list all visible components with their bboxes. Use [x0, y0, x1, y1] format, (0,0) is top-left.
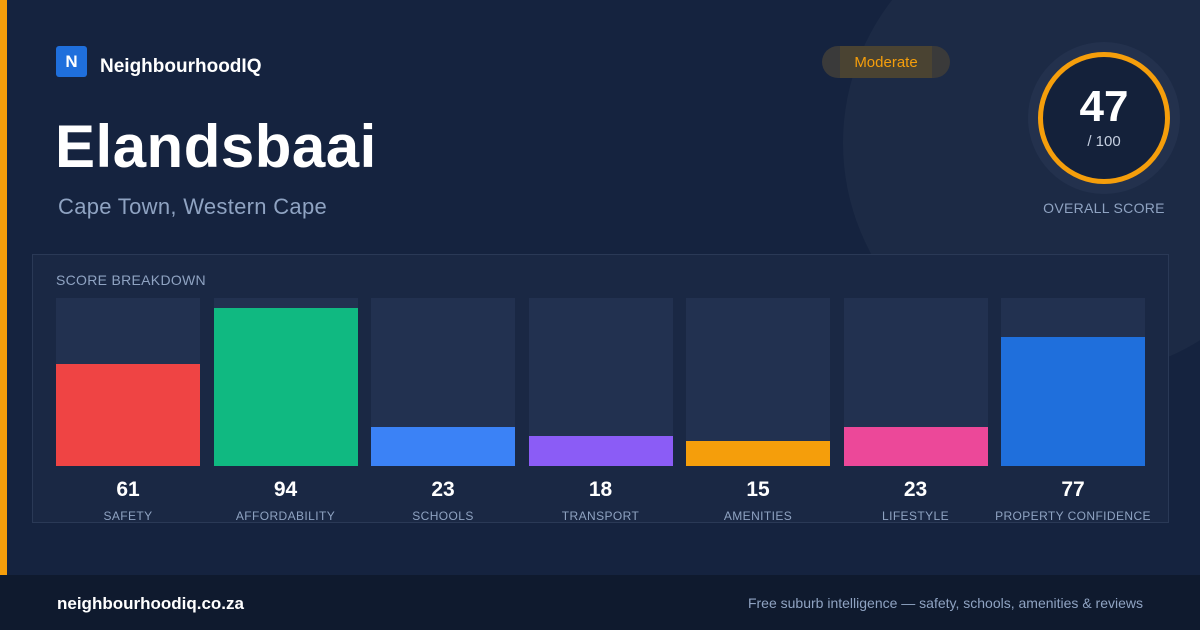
bar-label: PROPERTY CONFIDENCE [995, 509, 1151, 523]
bar-track [528, 298, 673, 466]
footer: neighbourhoodiq.co.za Free suburb intell… [0, 575, 1200, 630]
bar-fill [1001, 336, 1145, 466]
bar-value: 15 [746, 478, 770, 501]
footer-url-link[interactable]: neighbourhoodiq.co.za [57, 594, 244, 613]
bar-fill [213, 308, 358, 466]
overall-score-max: / 100 [1087, 133, 1121, 150]
bar-track [213, 298, 358, 466]
suburb-location: Cape Town, Western Cape [58, 194, 328, 219]
bar-value: 23 [903, 478, 928, 501]
rating-badge: Moderate [822, 46, 950, 78]
score-breakdown-bars: 61 SAFETY 94 AFFORDABILITY 23 SCHOOLS 18 TRANSP… [56, 298, 1151, 523]
bar-value: 77 [1061, 478, 1085, 501]
bar-label: TRANSPORT [561, 509, 640, 523]
bar-value: 94 [273, 478, 298, 501]
brand-logo-icon: N [56, 46, 87, 77]
bar-fill [56, 363, 200, 466]
bar-fill [686, 440, 830, 466]
bar-label: SAFETY [103, 509, 153, 523]
accent-bar [0, 0, 7, 575]
bar-value: 18 [588, 478, 613, 501]
overall-score-value: 47 [1079, 82, 1129, 131]
bar-fill [843, 427, 988, 466]
score-bar-lifestyle: 23 LIFESTYLE [843, 298, 988, 523]
bar-track [371, 298, 515, 466]
suburb-title: Elandsbaai [55, 113, 377, 180]
brand-name: NeighbourhoodIQ [100, 55, 262, 77]
bar-track [843, 298, 988, 466]
bar-label: SCHOOLS [412, 509, 474, 523]
bar-fill [371, 427, 515, 466]
score-bar-property-confidence: 77 PROPERTY CONFIDENCE [995, 298, 1151, 523]
bar-label: AMENITIES [723, 509, 793, 523]
score-bar-safety: 61 SAFETY [56, 298, 200, 523]
bar-label: AFFORDABILITY [235, 509, 336, 523]
overall-score-gauge: 47 / 100 [1028, 42, 1180, 194]
bar-label: LIFESTYLE [882, 509, 949, 523]
footer-tagline: Free suburb intelligence — safety, schoo… [747, 595, 1143, 611]
score-bar-amenities: 15 AMENITIES [686, 298, 830, 523]
score-bar-transport: 18 TRANSPORT [528, 298, 673, 523]
brand[interactable]: N NeighbourhoodIQ [56, 46, 261, 77]
bar-fill [528, 435, 673, 466]
share-card: N NeighbourhoodIQ Elandsbaai Cape Town, … [0, 0, 1180, 575]
bar-value: 61 [116, 478, 140, 501]
score-breakdown-title: SCORE BREAKDOWN [56, 272, 206, 288]
overall-score-label: OVERALL SCORE [1043, 200, 1165, 216]
bar-track [56, 298, 200, 466]
score-ring [1038, 52, 1170, 184]
bar-track [686, 298, 830, 466]
score-bar-schools: 23 SCHOOLS [371, 298, 515, 523]
score-breakdown-panel: SCORE BREAKDOWN 61 SAFETY 94 AFFORDABILITY 2… [32, 254, 1169, 523]
bar-value: 23 [431, 478, 455, 501]
rating-badge-label: Moderate [854, 53, 918, 71]
bar-track [1001, 298, 1145, 466]
score-bar-affordability: 94 AFFORDABILITY [213, 298, 358, 523]
